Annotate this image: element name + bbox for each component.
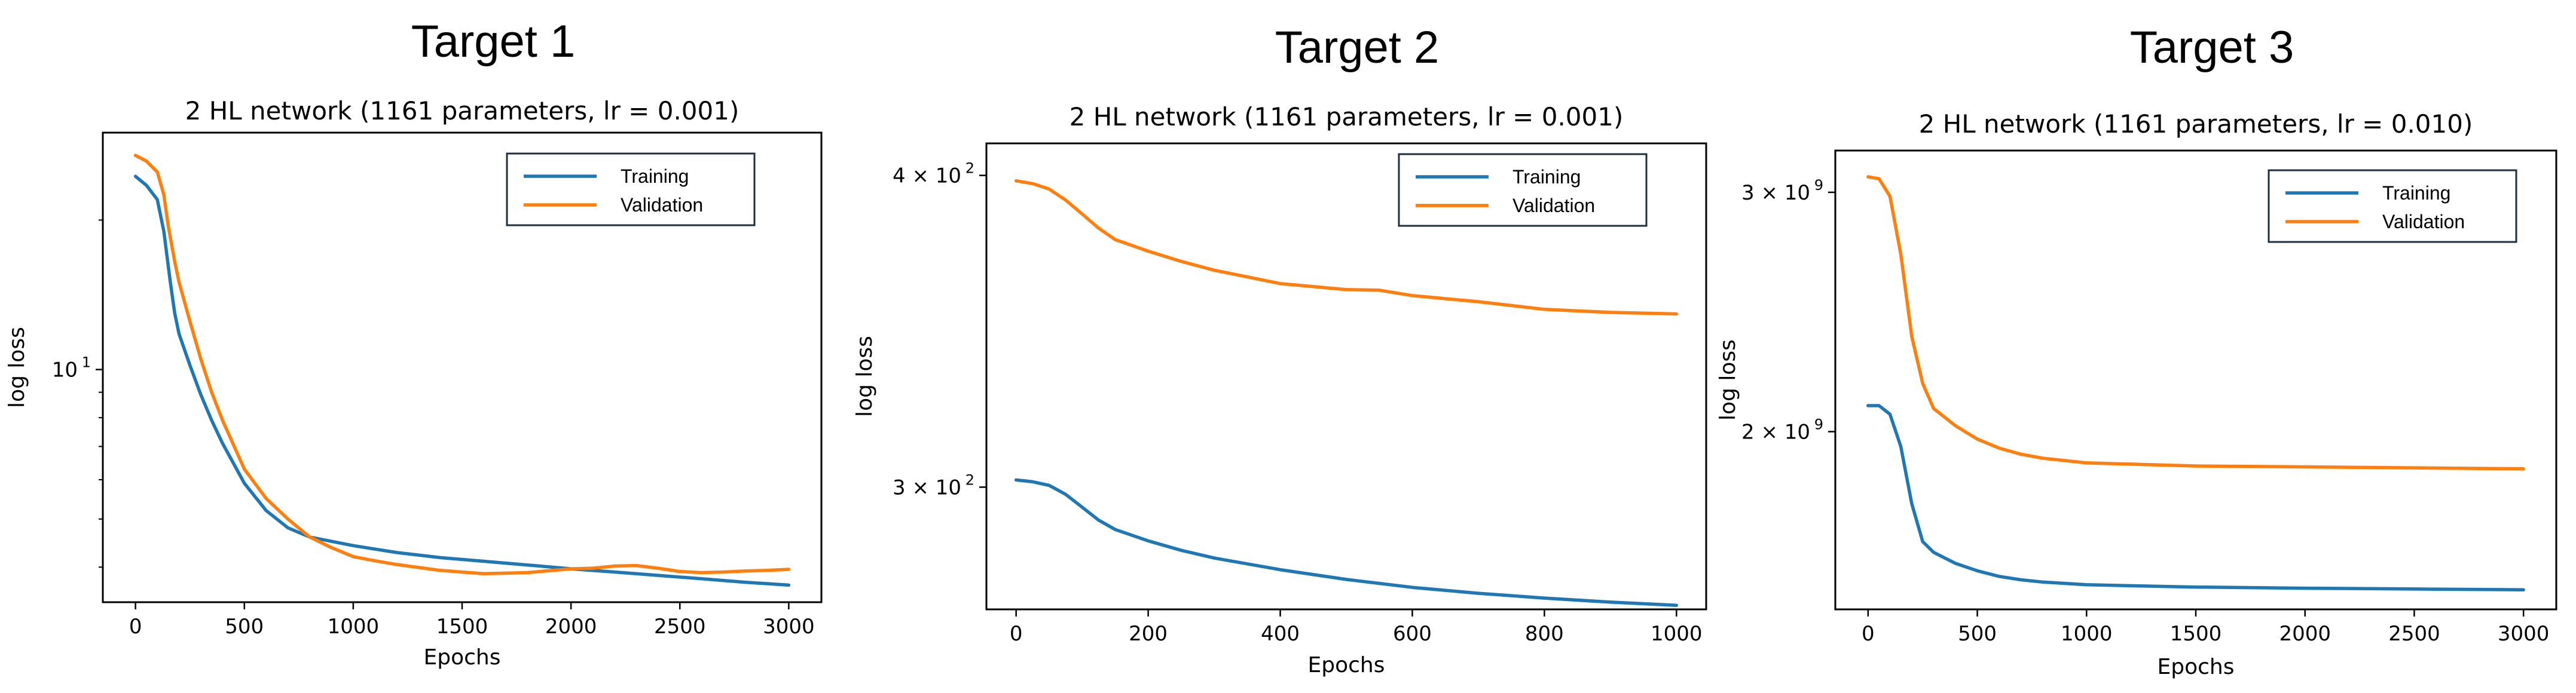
y-axis-label: log loss: [1716, 339, 1740, 421]
x-tick-label: 600: [1393, 622, 1432, 646]
x-tick-label: 1500: [2170, 622, 2222, 646]
legend-label-validation: Validation: [621, 194, 703, 216]
y-tick-exponent: 9: [1814, 177, 1823, 194]
y-tick-label: 2 × 10: [1741, 421, 1810, 444]
x-axis-label: Epochs: [2158, 655, 2235, 679]
y-tick-label: 3 × 10: [1741, 181, 1810, 205]
chart-panel-2: Target 2 2 HL network (1161 parameters, l…: [852, 22, 1707, 677]
x-tick-label: 200: [1129, 622, 1168, 646]
x-tick-label: 3000: [763, 615, 815, 639]
x-tick-label: 800: [1525, 622, 1564, 646]
chart-title: 2 HL network (1161 parameters, lr = 0.00…: [1069, 102, 1624, 131]
chart-panel-3: Target 3 2 HL network (1161 parameters, l…: [1716, 22, 2557, 679]
legend-label-validation: Validation: [2382, 211, 2465, 232]
series-line-validation: [1014, 179, 1679, 316]
legend: Training Validation: [2268, 169, 2517, 243]
y-tick-exponent: 2: [965, 160, 974, 177]
chart-panel-1: Target 1 2 HL network (1161 parameters, l…: [5, 16, 823, 670]
x-tick-label: 0: [1010, 622, 1023, 646]
x-tick-label: 3000: [2498, 622, 2550, 646]
legend-frame: [1398, 153, 1648, 227]
x-tick-label: 400: [1261, 622, 1300, 646]
legend-label-training: Training: [2382, 182, 2450, 204]
y-tick-label: 4 × 10: [893, 164, 961, 188]
y-tick-label: 3 × 10: [893, 476, 961, 499]
series-line-training: [1014, 478, 1679, 607]
x-tick-label: 2000: [2279, 622, 2331, 646]
x-tick-label: 500: [225, 615, 264, 639]
legend: Training Validation: [506, 152, 756, 226]
legend: Training Validation: [1398, 153, 1648, 227]
chart-title: 2 HL network (1161 parameters, lr = 0.00…: [185, 96, 740, 125]
x-tick-label: 0: [1862, 622, 1875, 646]
y-tick-label: 10: [52, 358, 78, 382]
legend-frame: [2268, 169, 2517, 243]
panel-heading: Target 2: [1275, 22, 1440, 73]
x-tick-label: 1000: [328, 615, 380, 639]
x-tick-label: 1000: [1651, 622, 1703, 646]
x-axis-label: Epochs: [424, 645, 501, 670]
series-line-validation: [133, 154, 791, 576]
y-tick-exponent: 9: [1814, 416, 1823, 433]
x-tick-label: 0: [129, 615, 142, 639]
panel-heading: Target 1: [411, 16, 576, 67]
x-tick-label: 1000: [2061, 622, 2113, 646]
series-line-training: [133, 174, 791, 587]
chart-title: 2 HL network (1161 parameters, lr = 0.01…: [1919, 109, 2473, 139]
y-axis-label: log loss: [852, 336, 877, 417]
x-tick-label: 2000: [545, 615, 597, 639]
series-line-validation: [1866, 175, 2525, 471]
y-tick-exponent: 2: [965, 471, 974, 488]
series-line-training: [1866, 404, 2525, 591]
y-axis-label: log loss: [5, 327, 29, 408]
x-tick-label: 1500: [436, 615, 488, 639]
plot-area-frame: [985, 142, 1707, 611]
legend-label-training: Training: [1512, 166, 1581, 188]
x-axis-label: Epochs: [1308, 653, 1385, 677]
legend-frame: [506, 152, 756, 226]
x-tick-label: 500: [1958, 622, 1997, 646]
panel-heading: Target 3: [2130, 22, 2294, 73]
x-tick-label: 2500: [2388, 622, 2440, 646]
legend-label-validation: Validation: [1512, 195, 1595, 216]
legend-label-training: Training: [621, 165, 689, 187]
y-tick-exponent: 1: [82, 354, 91, 371]
x-tick-label: 2500: [654, 615, 706, 639]
